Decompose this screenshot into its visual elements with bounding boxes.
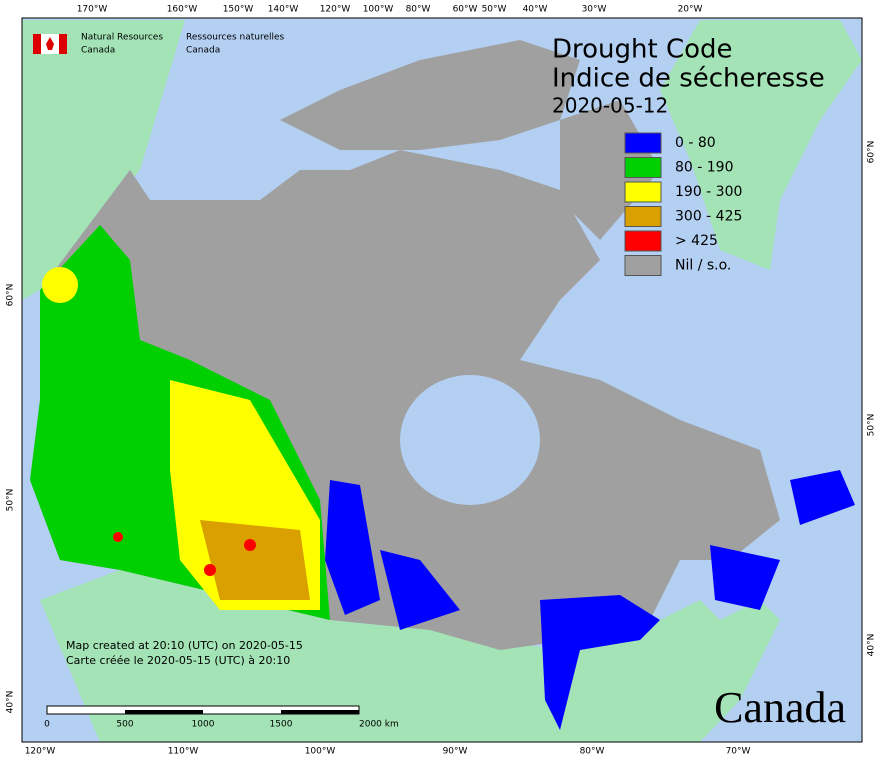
graticule-label: 150°W <box>223 5 254 15</box>
hot-spot <box>113 532 123 542</box>
scale-bar <box>125 710 203 714</box>
title: Drought Code <box>552 35 733 65</box>
newfoundland-wet <box>790 470 855 525</box>
legend-swatch <box>624 181 662 203</box>
graticule-label: 90°W <box>443 747 468 757</box>
graticule-label: 80°W <box>406 5 431 15</box>
legend-swatch <box>624 230 662 252</box>
flag-leaf <box>46 37 54 50</box>
graticule-label: 60°N <box>867 141 877 164</box>
hudson-bay <box>400 375 540 505</box>
alaska <box>22 20 185 300</box>
graticule-label: 20°W <box>678 5 703 15</box>
graticule-label: 50°N <box>6 489 16 512</box>
graticule-label: 40°N <box>867 634 877 657</box>
graticule-label: 40°N <box>6 691 16 714</box>
graticule-label: 50°W <box>482 5 507 15</box>
quebec-wet <box>540 595 660 730</box>
graticule-label: 70°W <box>726 747 751 757</box>
legend-swatch <box>624 132 662 154</box>
country-en: Canada <box>81 46 115 56</box>
manitoba-wet <box>325 480 380 615</box>
usa <box>40 570 780 742</box>
graticule-label: 100°W <box>305 747 336 757</box>
hot-spot <box>244 539 256 551</box>
ontario-wet <box>380 550 460 630</box>
graticule-label: 40°W <box>523 5 548 15</box>
graticule-label: 120°W <box>320 5 351 15</box>
note: Map created at 20:10 (UTC) on 2020-05-15 <box>66 639 303 652</box>
legend-swatch <box>624 206 662 227</box>
frame <box>21 17 863 743</box>
wordmark: Canada <box>714 683 846 732</box>
scale-label: 500 <box>116 720 133 730</box>
greenland <box>660 20 862 270</box>
legend-swatch <box>624 157 662 178</box>
note: Carte créée le 2020-05-15 (UTC) à 20:10 <box>66 654 290 667</box>
graticule-label: 60°W <box>453 5 478 15</box>
graticule-label: 120°W <box>25 747 56 757</box>
maritimes-wet <box>710 545 780 610</box>
graticule-label: 160°W <box>167 5 198 15</box>
graticule-label: 50°N <box>867 414 877 437</box>
legend-label: 0 - 80 <box>675 135 716 151</box>
legend-label: Nil / s.o. <box>675 258 731 274</box>
scale-label: 2000 km <box>359 720 399 730</box>
graticule-label: 80°W <box>580 747 605 757</box>
hot-spot <box>204 564 216 576</box>
legend-swatch <box>624 255 662 276</box>
flag-band <box>33 34 41 54</box>
flag-band <box>59 34 67 54</box>
graticule-label: 110°W <box>168 747 199 757</box>
legend-label: 190 - 300 <box>675 184 742 200</box>
title-fr: Indice de sécheresse <box>552 64 825 94</box>
date: 2020-05-12 <box>552 94 668 118</box>
country-fr: Canada <box>186 46 220 56</box>
graticule-label: 140°W <box>268 5 299 15</box>
agency-en: Natural Resources <box>81 33 163 43</box>
scale-bar <box>281 710 359 714</box>
legend-label: 300 - 425 <box>675 209 742 225</box>
scale-label: 1000 <box>192 720 215 730</box>
legend-label: 80 - 190 <box>675 160 734 176</box>
graticule-label: 60°N <box>6 284 16 307</box>
prairie-core <box>200 520 310 600</box>
scale-label: 1500 <box>270 720 293 730</box>
legend-label: > 425 <box>675 233 718 249</box>
graticule-label: 30°W <box>582 5 607 15</box>
scale-label: 0 <box>44 720 50 730</box>
arctic-islands <box>280 40 580 150</box>
graticule-label: 170°W <box>77 5 108 15</box>
yukon-patch <box>42 267 78 303</box>
graticule-label: 100°W <box>363 5 394 15</box>
agency-fr: Ressources naturelles <box>186 33 285 43</box>
